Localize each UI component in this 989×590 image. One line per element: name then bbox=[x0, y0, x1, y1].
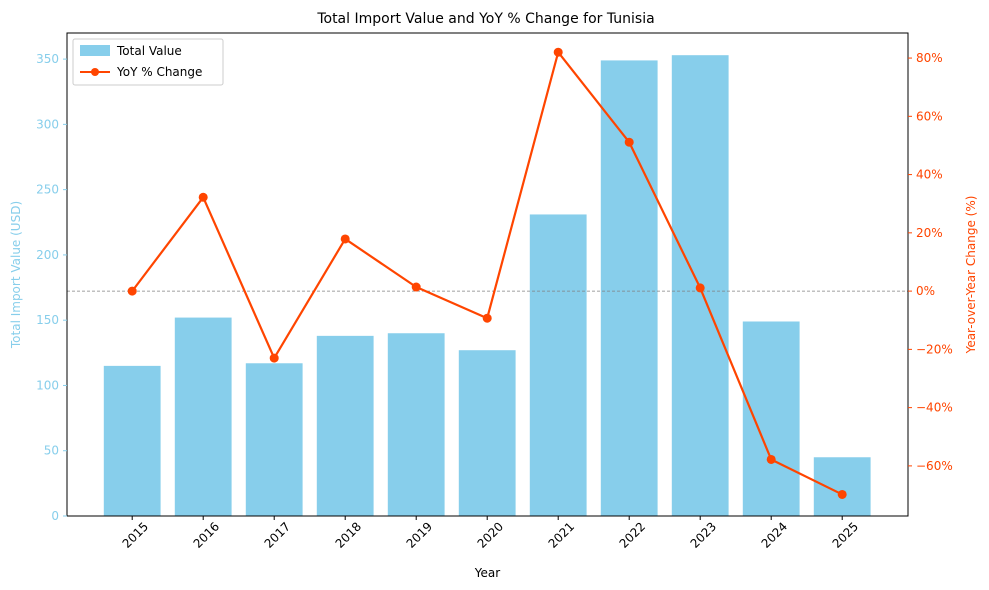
y-left-tick-label-250: 250 bbox=[36, 183, 59, 197]
bar-2017 bbox=[245, 363, 303, 516]
bar-2024 bbox=[742, 321, 800, 516]
x-axis-label: Year bbox=[474, 566, 500, 580]
y-left-tick-label-350: 350 bbox=[36, 52, 59, 66]
x-tick-label-2019: 2019 bbox=[404, 519, 435, 550]
yoy-line-layer bbox=[127, 47, 847, 499]
yoy-point-2020 bbox=[482, 313, 492, 323]
y-left-tick-label-50: 50 bbox=[44, 444, 59, 458]
y-right-tick-label--60: −60% bbox=[916, 459, 953, 473]
x-axis: 2015 2016 2017 2018 2019 2020 2021 2022 2023 2024… bbox=[120, 516, 861, 551]
yoy-point-2025 bbox=[837, 489, 847, 499]
x-tick-label-2020: 2020 bbox=[475, 519, 506, 550]
x-tick-label-2016: 2016 bbox=[191, 519, 222, 550]
legend: Total Value YoY % Change bbox=[72, 38, 224, 86]
x-tick-label-2018: 2018 bbox=[333, 519, 364, 550]
y-axis-right: −60% −40% −20% 0% 20% 40% 60% 80% bbox=[908, 51, 953, 473]
y-right-tick-label-20: 20% bbox=[916, 226, 943, 240]
yoy-point-2015 bbox=[127, 286, 137, 296]
bar-2021 bbox=[529, 214, 587, 516]
yoy-point-2021 bbox=[553, 47, 563, 57]
y-axis-left: 0 50 100 150 200 250 300 350 bbox=[36, 52, 67, 523]
bar-2020 bbox=[458, 350, 516, 516]
bar-2015 bbox=[103, 365, 161, 516]
legend-label-yoy-change: YoY % Change bbox=[116, 65, 202, 79]
legend-swatch-yoy-marker bbox=[91, 68, 99, 76]
yoy-point-2022 bbox=[624, 137, 634, 147]
legend-label-total-value: Total Value bbox=[116, 44, 182, 58]
x-tick-label-2021: 2021 bbox=[546, 519, 577, 550]
y-left-tick-label-200: 200 bbox=[36, 248, 59, 262]
y-axis-right-label: Year-over-Year Change (%) bbox=[964, 196, 978, 355]
x-tick-label-2025: 2025 bbox=[830, 519, 861, 550]
yoy-point-2023 bbox=[695, 283, 705, 293]
legend-swatch-total-value bbox=[80, 45, 110, 56]
y-right-tick-label--20: −20% bbox=[916, 342, 953, 356]
x-tick-label-2017: 2017 bbox=[262, 519, 293, 550]
y-left-tick-label-150: 150 bbox=[36, 313, 59, 327]
y-right-tick-label--40: −40% bbox=[916, 401, 953, 415]
y-right-tick-label-0: 0% bbox=[916, 284, 935, 298]
yoy-point-2018 bbox=[340, 234, 350, 244]
bar-2018 bbox=[316, 335, 374, 516]
bar-2022 bbox=[600, 60, 658, 516]
y-left-tick-label-100: 100 bbox=[36, 378, 59, 392]
x-tick-label-2022: 2022 bbox=[617, 519, 648, 550]
y-right-tick-label-40: 40% bbox=[916, 168, 943, 182]
yoy-point-2016 bbox=[198, 192, 208, 202]
yoy-point-2024 bbox=[766, 454, 776, 464]
bar-2019 bbox=[387, 333, 445, 516]
chart-title: Total Import Value and YoY % Change for … bbox=[316, 11, 654, 27]
bar-2016 bbox=[174, 317, 232, 516]
legend-box bbox=[72, 38, 224, 86]
y-left-tick-label-300: 300 bbox=[36, 117, 59, 131]
y-left-tick-label-0: 0 bbox=[51, 509, 59, 523]
yoy-point-2017 bbox=[269, 353, 279, 363]
y-right-tick-label-80: 80% bbox=[916, 51, 943, 65]
bar-2025 bbox=[813, 457, 871, 516]
x-tick-label-2024: 2024 bbox=[759, 519, 790, 550]
y-right-tick-label-60: 60% bbox=[916, 109, 943, 123]
yoy-point-2019 bbox=[411, 282, 421, 292]
x-tick-label-2015: 2015 bbox=[120, 519, 151, 550]
bars-layer bbox=[103, 55, 871, 516]
x-tick-label-2023: 2023 bbox=[688, 519, 719, 550]
y-axis-left-label: Total Import Value (USD) bbox=[9, 201, 23, 349]
